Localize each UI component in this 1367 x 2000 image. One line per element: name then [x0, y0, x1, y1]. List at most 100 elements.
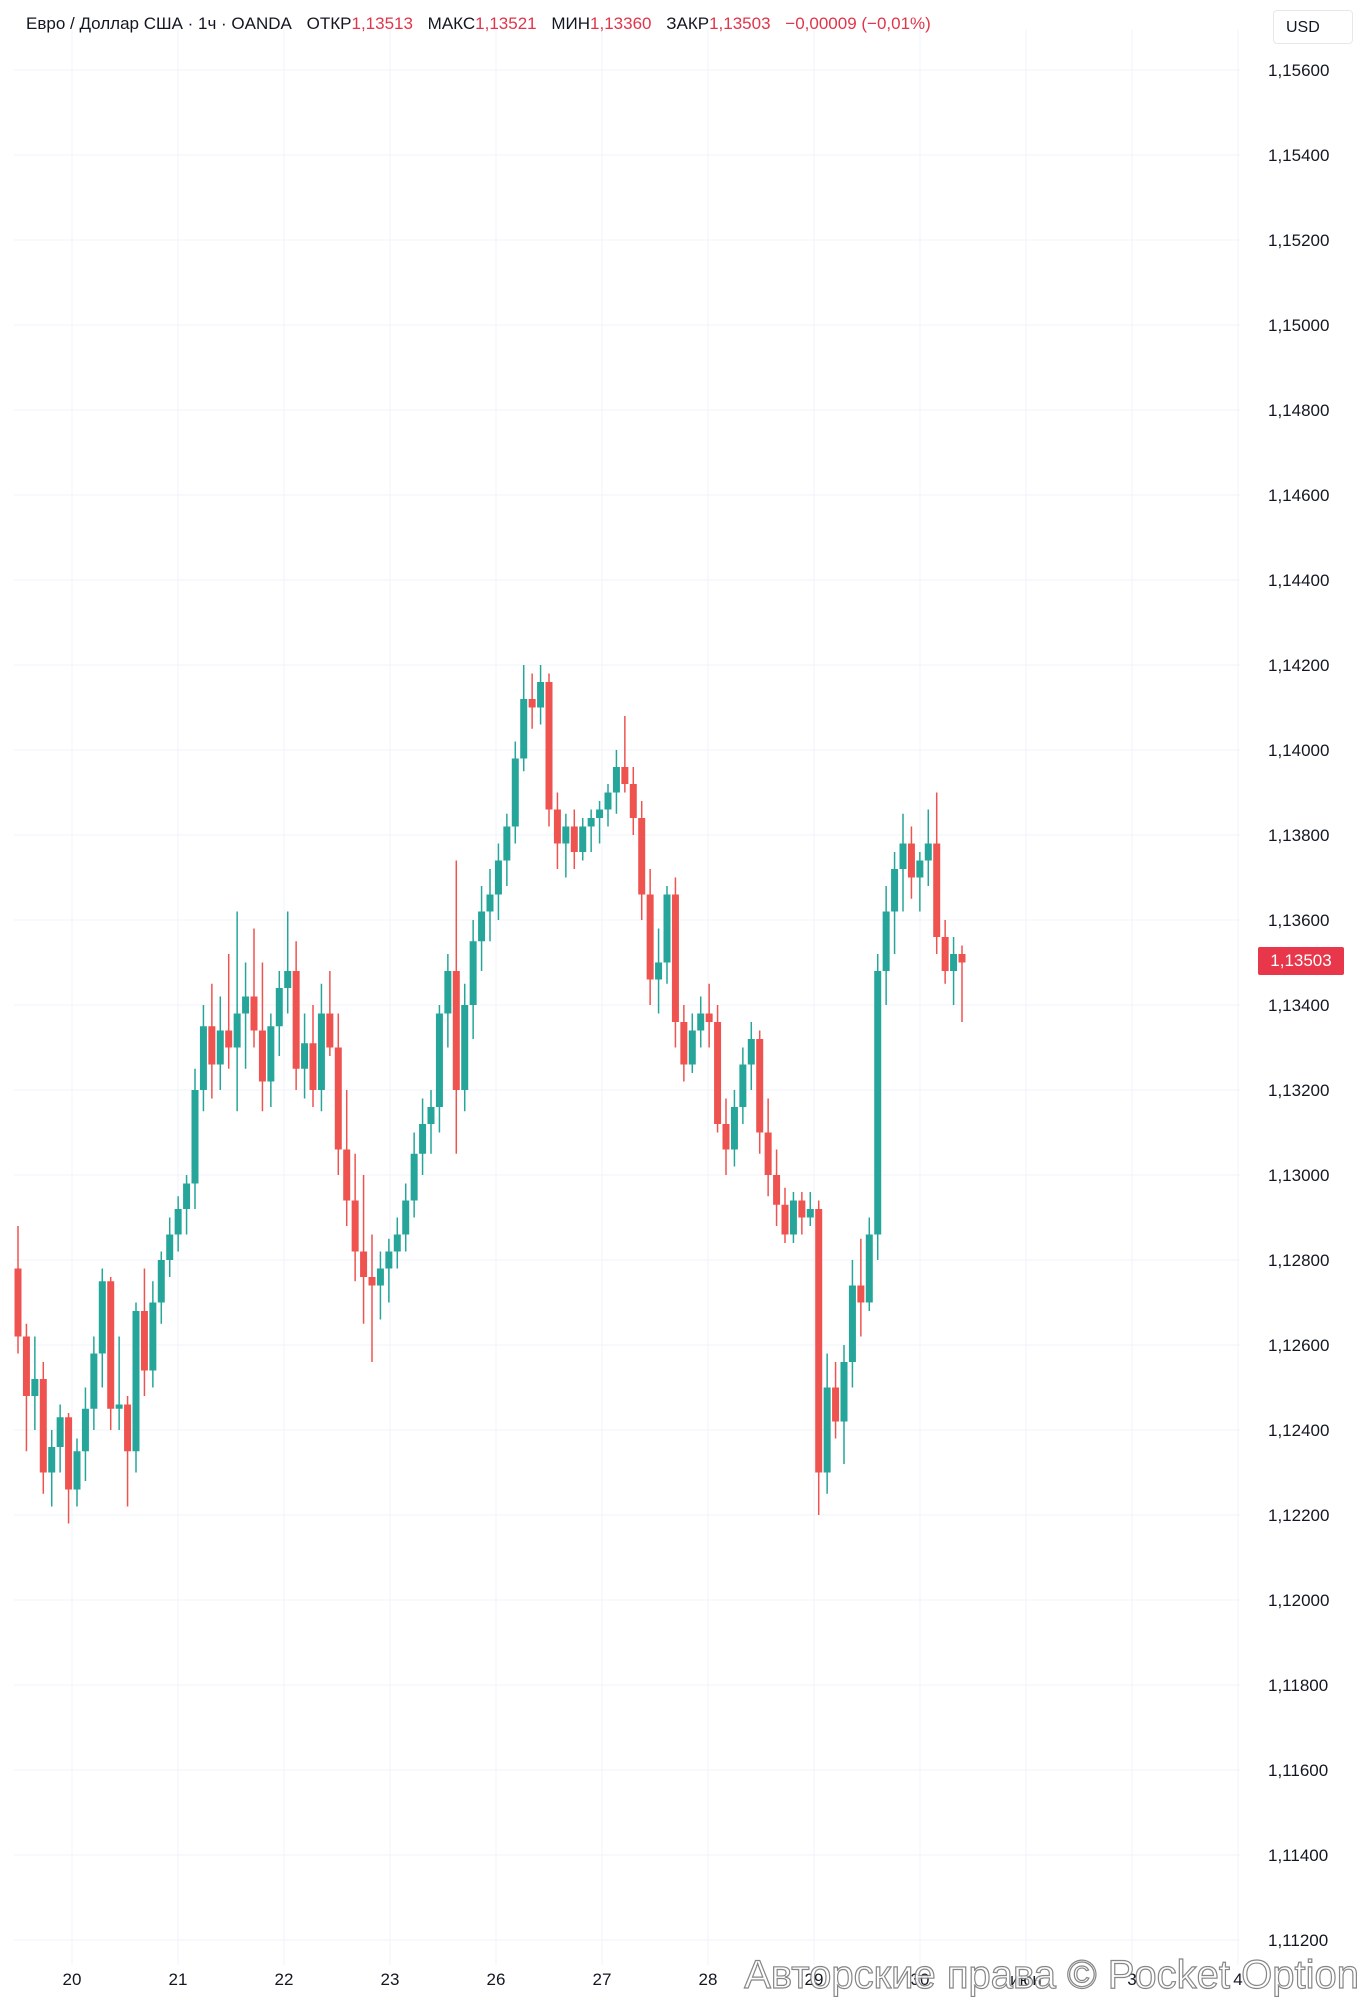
high-value: 1,13521: [475, 14, 537, 33]
candle: [882, 886, 890, 1005]
candle-body: [874, 971, 882, 1235]
candle: [90, 1336, 98, 1430]
candle: [747, 1022, 755, 1090]
candle: [258, 962, 266, 1112]
candle-body: [503, 826, 511, 861]
candle: [688, 1013, 696, 1073]
candle: [73, 1438, 81, 1507]
candle: [301, 1013, 309, 1099]
candle: [225, 954, 233, 1069]
candle: [385, 1238, 393, 1303]
candle: [326, 971, 334, 1056]
candle: [596, 801, 604, 844]
candle: [402, 1183, 410, 1252]
candle-body: [638, 818, 646, 895]
price-tick-label: 1,13400: [1268, 996, 1329, 1015]
candle: [697, 996, 705, 1048]
time-tick-label: июн: [1010, 1970, 1042, 1989]
price-tick-label: 1,12400: [1268, 1421, 1329, 1440]
candle: [773, 1149, 781, 1226]
candle-body: [646, 894, 654, 980]
open-value: 1,13513: [351, 14, 413, 33]
candle: [267, 1013, 275, 1107]
candle: [503, 813, 511, 886]
candle-body: [317, 1013, 325, 1090]
candle: [646, 869, 654, 1005]
candle: [157, 1251, 165, 1324]
candle: [410, 1132, 418, 1218]
candle-body: [697, 1013, 705, 1031]
candle: [537, 665, 545, 725]
candle-body: [48, 1447, 56, 1473]
candle-body: [461, 1005, 469, 1090]
candle: [730, 1090, 738, 1167]
time-tick-label: 23: [381, 1970, 400, 1989]
symbol-title[interactable]: Евро / Доллар США · 1ч · OANDA: [26, 14, 292, 33]
candle: [486, 869, 494, 942]
price-tick-label: 1,15200: [1268, 231, 1329, 250]
candle: [149, 1281, 157, 1388]
candle-body: [596, 809, 604, 818]
price-tick-label: 1,12200: [1268, 1506, 1329, 1525]
candle-body: [149, 1302, 157, 1371]
candle-body: [537, 682, 545, 708]
candle: [781, 1187, 789, 1243]
candle: [199, 1005, 207, 1112]
candle-body: [671, 894, 679, 1022]
copyright-watermark: Авторские права © Pocket Option: [744, 1952, 1360, 1997]
candle-body: [107, 1281, 115, 1409]
candle: [174, 1196, 182, 1252]
candle: [874, 954, 882, 1260]
candle-body: [798, 1200, 806, 1218]
price-tick-label: 1,12600: [1268, 1336, 1329, 1355]
price-tick-label: 1,11200: [1268, 1931, 1328, 1950]
candle-body: [848, 1285, 856, 1362]
candle: [469, 920, 477, 1039]
candle: [739, 1047, 747, 1124]
candle-body: [511, 758, 519, 827]
candle: [840, 1345, 848, 1464]
candle-body: [604, 792, 612, 810]
candle-body: [115, 1404, 123, 1409]
candle-body: [132, 1311, 140, 1452]
candle-body: [764, 1132, 772, 1175]
candle: [351, 1153, 359, 1282]
candle-body: [233, 1013, 241, 1048]
candle: [360, 1175, 368, 1324]
time-tick-label: 27: [593, 1970, 612, 1989]
candle: [275, 971, 283, 1056]
candle-body: [916, 860, 924, 878]
high-label: МАКС: [427, 14, 476, 33]
candle-body: [402, 1200, 410, 1235]
time-axis: 20 21 22 23 26 27 28 29 30 июн 3 4: [63, 1970, 1243, 1989]
candle-body: [722, 1124, 730, 1150]
candle-body: [90, 1353, 98, 1409]
candle-body: [301, 1043, 309, 1069]
candle: [916, 852, 924, 912]
candle: [368, 1234, 376, 1362]
candle-body: [14, 1268, 22, 1337]
candle-body: [832, 1387, 840, 1422]
candle: [958, 945, 966, 1022]
price-axis: 1,15600 1,15400 1,15200 1,15000 1,14800 1,146…: [1268, 61, 1329, 1950]
candle-body: [815, 1209, 823, 1473]
candle: [823, 1353, 831, 1494]
candle: [14, 1226, 22, 1354]
candle: [705, 983, 713, 1048]
price-tick-label: 1,13600: [1268, 911, 1329, 930]
candle-body: [958, 954, 966, 963]
candle-body: [326, 1013, 334, 1048]
candle: [663, 886, 671, 984]
candle: [848, 1260, 856, 1388]
candle: [950, 937, 958, 1005]
low-value: 1,13360: [590, 14, 652, 33]
candle-body: [907, 843, 915, 878]
candle: [520, 665, 528, 772]
candle-body: [612, 767, 620, 793]
candle-body: [216, 1030, 224, 1065]
currency-button[interactable]: USD: [1273, 10, 1353, 44]
candle-body: [950, 954, 958, 971]
candle-body: [225, 1030, 233, 1048]
candle-body: [629, 784, 637, 818]
